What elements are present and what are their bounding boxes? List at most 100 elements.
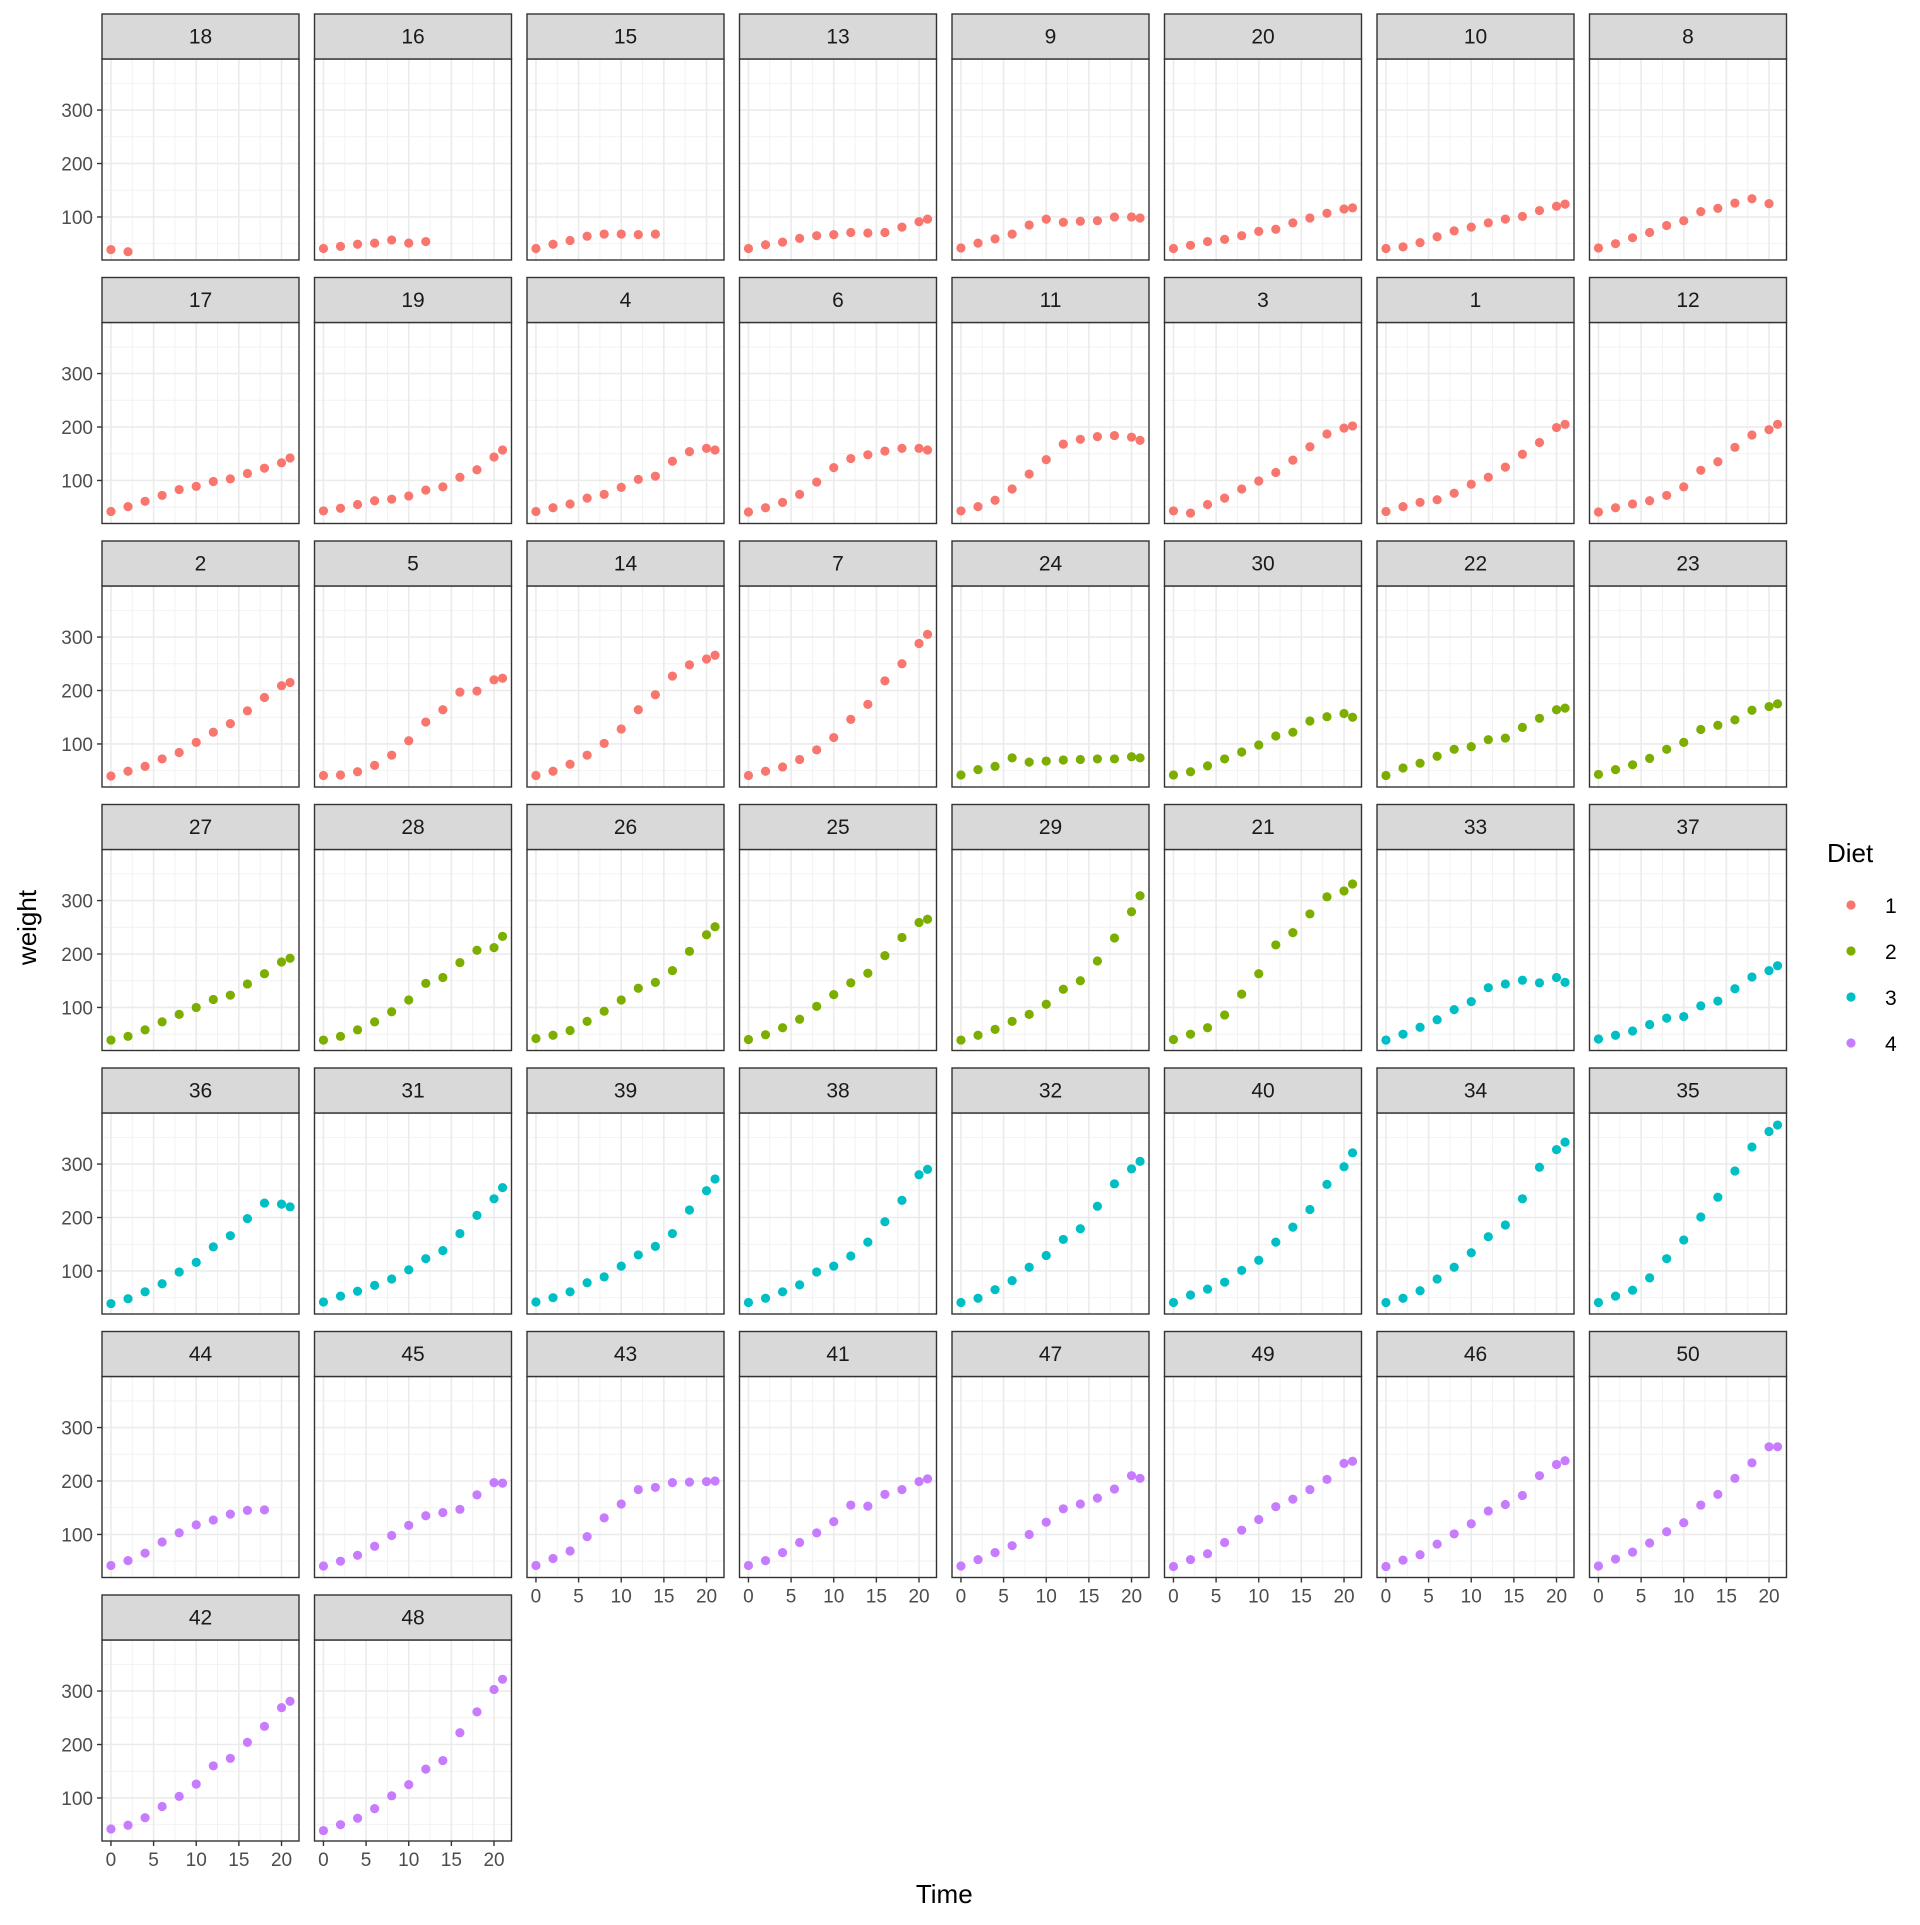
panel-background [102,59,299,260]
data-point [1126,432,1137,442]
data-point [472,1490,482,1500]
data-point [404,1520,414,1530]
facet-strip [951,13,1150,60]
data-point [438,705,448,715]
data-point [684,1205,695,1215]
data-point [1237,231,1247,241]
data-point [191,1779,201,1789]
data-point [777,497,788,507]
data-point [1135,1473,1145,1483]
data-point [846,453,856,464]
data-point [140,1287,150,1297]
data-point [1713,996,1723,1006]
panel-background [102,586,299,787]
data-point [760,1293,771,1303]
data-point [1092,1493,1103,1503]
data-point [1551,1459,1562,1470]
data-point [1772,419,1783,429]
data-point [1645,227,1655,238]
data-point [973,1554,983,1565]
panel-background [102,1376,299,1578]
x-tick-label: 15 [228,1850,249,1871]
data-point [140,1548,150,1558]
x-tick-label: 0 [1168,1587,1179,1608]
data-point [191,737,201,747]
data-point [1500,733,1510,743]
data-point [1627,1026,1638,1036]
data-point [1381,1035,1391,1045]
data-point [1645,496,1655,506]
data-point [880,227,890,238]
data-point [140,496,150,506]
data-point [1007,1016,1017,1026]
data-point [565,1287,575,1297]
data-point [1237,484,1247,494]
data-point [285,1696,295,1706]
facet-strip [526,1067,725,1114]
facet-strip-label: 26 [614,816,637,839]
data-point [497,673,508,683]
data-point [208,1515,218,1525]
data-point [922,1164,933,1175]
data-point [225,474,235,484]
data-point [863,450,873,460]
data-point [123,766,133,776]
facet-strip [951,803,1150,851]
y-tick-label: 100 [61,208,93,229]
data-point [1662,490,1672,501]
data-point [684,660,695,670]
data-point [157,490,167,501]
data-point [1627,760,1638,770]
data-point [1109,1179,1120,1189]
data-point [1058,984,1068,994]
data-point [1024,1529,1034,1540]
data-point [1092,216,1103,226]
data-point [489,942,499,953]
data-point [1058,755,1068,765]
data-point [1305,1204,1315,1215]
data-point [880,951,890,961]
data-point [259,1505,270,1515]
data-point [1092,432,1103,442]
data-point [1135,753,1145,763]
data-point [1500,979,1510,989]
data-point [472,945,482,955]
data-point [259,969,270,979]
data-point [1024,1009,1034,1020]
facet-strip [526,1330,725,1378]
data-point [922,629,933,639]
panel-background [1377,322,1574,524]
data-point [897,932,907,943]
facet-strip-label: 42 [189,1607,212,1630]
facet-strip [738,13,938,60]
data-point [1075,434,1085,444]
data-point [795,233,805,243]
data-point [743,1034,754,1045]
data-point [829,1517,839,1527]
data-point [710,445,720,455]
data-point [1747,1458,1757,1468]
data-point [863,1237,873,1247]
facet-strip [101,803,300,851]
data-point [565,499,575,509]
data-point [795,754,805,765]
data-point [1534,1162,1545,1172]
data-point [1449,1004,1459,1015]
data-point [1007,1541,1017,1551]
data-point [760,1556,771,1566]
data-point [318,1297,329,1307]
data-point [123,247,133,257]
data-point [1560,977,1570,987]
data-point [438,972,448,983]
data-point [472,1707,482,1717]
data-point [387,494,397,504]
panel-background [527,1376,724,1578]
data-point [777,1023,788,1033]
y-tick-label: 200 [61,945,93,966]
data-point [829,463,839,473]
data-point [1483,218,1493,228]
data-point [1135,891,1145,901]
panel-background [952,322,1149,524]
facet-strip [313,13,513,60]
x-tick-label: 20 [1758,1587,1779,1608]
